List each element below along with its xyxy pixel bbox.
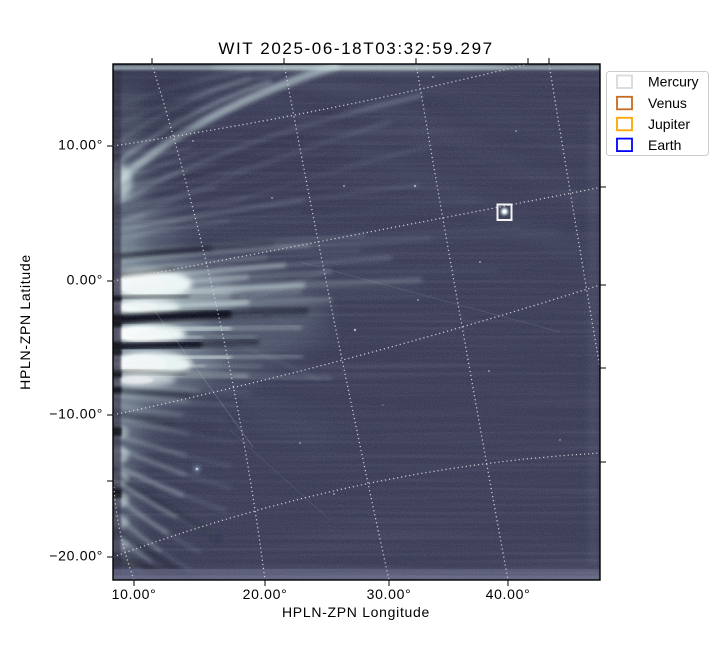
svg-text:30.00°: 30.00°	[367, 586, 412, 602]
svg-text:HPLN-ZPN Latitude: HPLN-ZPN Latitude	[17, 254, 33, 390]
svg-text:40.00°: 40.00°	[486, 586, 531, 602]
svg-text:10.00°: 10.00°	[58, 137, 103, 153]
svg-text:0.00°: 0.00°	[67, 272, 103, 288]
svg-text:Venus: Venus	[648, 95, 687, 111]
svg-text:10.00°: 10.00°	[112, 586, 157, 602]
svg-text:−10.00°: −10.00°	[49, 406, 103, 422]
svg-text:Mercury: Mercury	[648, 74, 699, 90]
svg-text:Jupiter: Jupiter	[648, 116, 690, 132]
svg-text:Earth: Earth	[648, 137, 681, 153]
svg-text:20.00°: 20.00°	[243, 586, 288, 602]
svg-text:WIT 2025-06-18T03:32:59.297: WIT 2025-06-18T03:32:59.297	[218, 39, 493, 58]
svg-text:HPLN-ZPN Longitude: HPLN-ZPN Longitude	[282, 604, 430, 620]
svg-text:−20.00°: −20.00°	[49, 548, 103, 564]
